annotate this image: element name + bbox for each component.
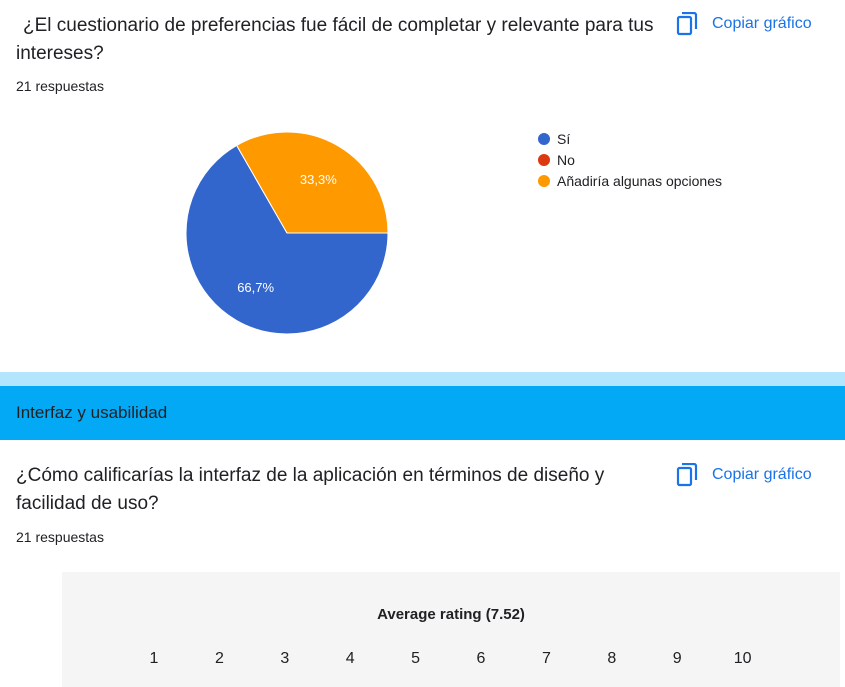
legend-swatch-si <box>538 132 550 145</box>
question-title: ¿El cuestionario de preferencias fue fác… <box>16 15 654 64</box>
legend-swatch-opciones <box>538 174 550 187</box>
copy-icon <box>676 12 698 36</box>
average-rating-title: Average rating (7.52) <box>377 606 525 623</box>
response-count: 21 respuestas <box>16 529 104 545</box>
pie-slice-0 <box>185 144 389 335</box>
rating-scale-label-6: 6 <box>476 650 486 667</box>
pie-data-label-0: 66,7% <box>237 280 274 295</box>
rating-scale-label-1: 1 <box>149 650 159 667</box>
legend-item-si: Sí <box>538 128 722 149</box>
copy-icon <box>676 463 698 487</box>
rating-scale: 1 2 3 4 5 6 7 8 9 10 <box>62 650 840 670</box>
pie-chart: 66,7% 33,3% <box>185 131 389 335</box>
pie-slice-2 <box>236 131 389 234</box>
legend-swatch-no <box>538 153 550 166</box>
legend-label-si: Sí <box>557 130 571 147</box>
legend-item-no: No <box>538 149 722 170</box>
legend-label-opciones: Añadiría algunas opciones <box>557 172 723 189</box>
copy-chart-label: Copiar gráfico <box>712 466 812 483</box>
rating-scale-label-4: 4 <box>345 650 355 667</box>
rating-scale-label-10: 10 <box>733 650 752 667</box>
chart-legend: Sí No Añadiría algunas opciones <box>538 128 722 191</box>
copy-chart-button[interactable]: Copiar gráfico <box>676 459 812 491</box>
rating-scale-label-3: 3 <box>280 650 290 667</box>
rating-scale-label-8: 8 <box>607 650 617 667</box>
rating-scale-label-9: 9 <box>672 650 682 667</box>
rating-chart: Average rating (7.52) 1 2 3 4 5 6 7 8 9 10 <box>62 572 840 687</box>
question-title: ¿Cómo calificarías la interfaz de la apl… <box>16 465 605 514</box>
section-title: Interfaz y usabilidad <box>16 403 168 422</box>
section-divider <box>0 372 845 386</box>
legend-item-opciones: Añadiría algunas opciones <box>538 170 722 191</box>
section-header: Interfaz y usabilidad <box>0 386 845 440</box>
rating-scale-label-7: 7 <box>541 650 551 667</box>
legend-label-no: No <box>557 151 575 168</box>
rating-scale-label-5: 5 <box>411 650 421 667</box>
pie-data-label-2: 33,3% <box>300 172 337 187</box>
rating-scale-label-2: 2 <box>214 650 224 667</box>
copy-chart-button[interactable]: Copiar gráfico <box>676 8 812 40</box>
copy-chart-label: Copiar gráfico <box>712 15 812 32</box>
response-count: 21 respuestas <box>16 78 104 94</box>
